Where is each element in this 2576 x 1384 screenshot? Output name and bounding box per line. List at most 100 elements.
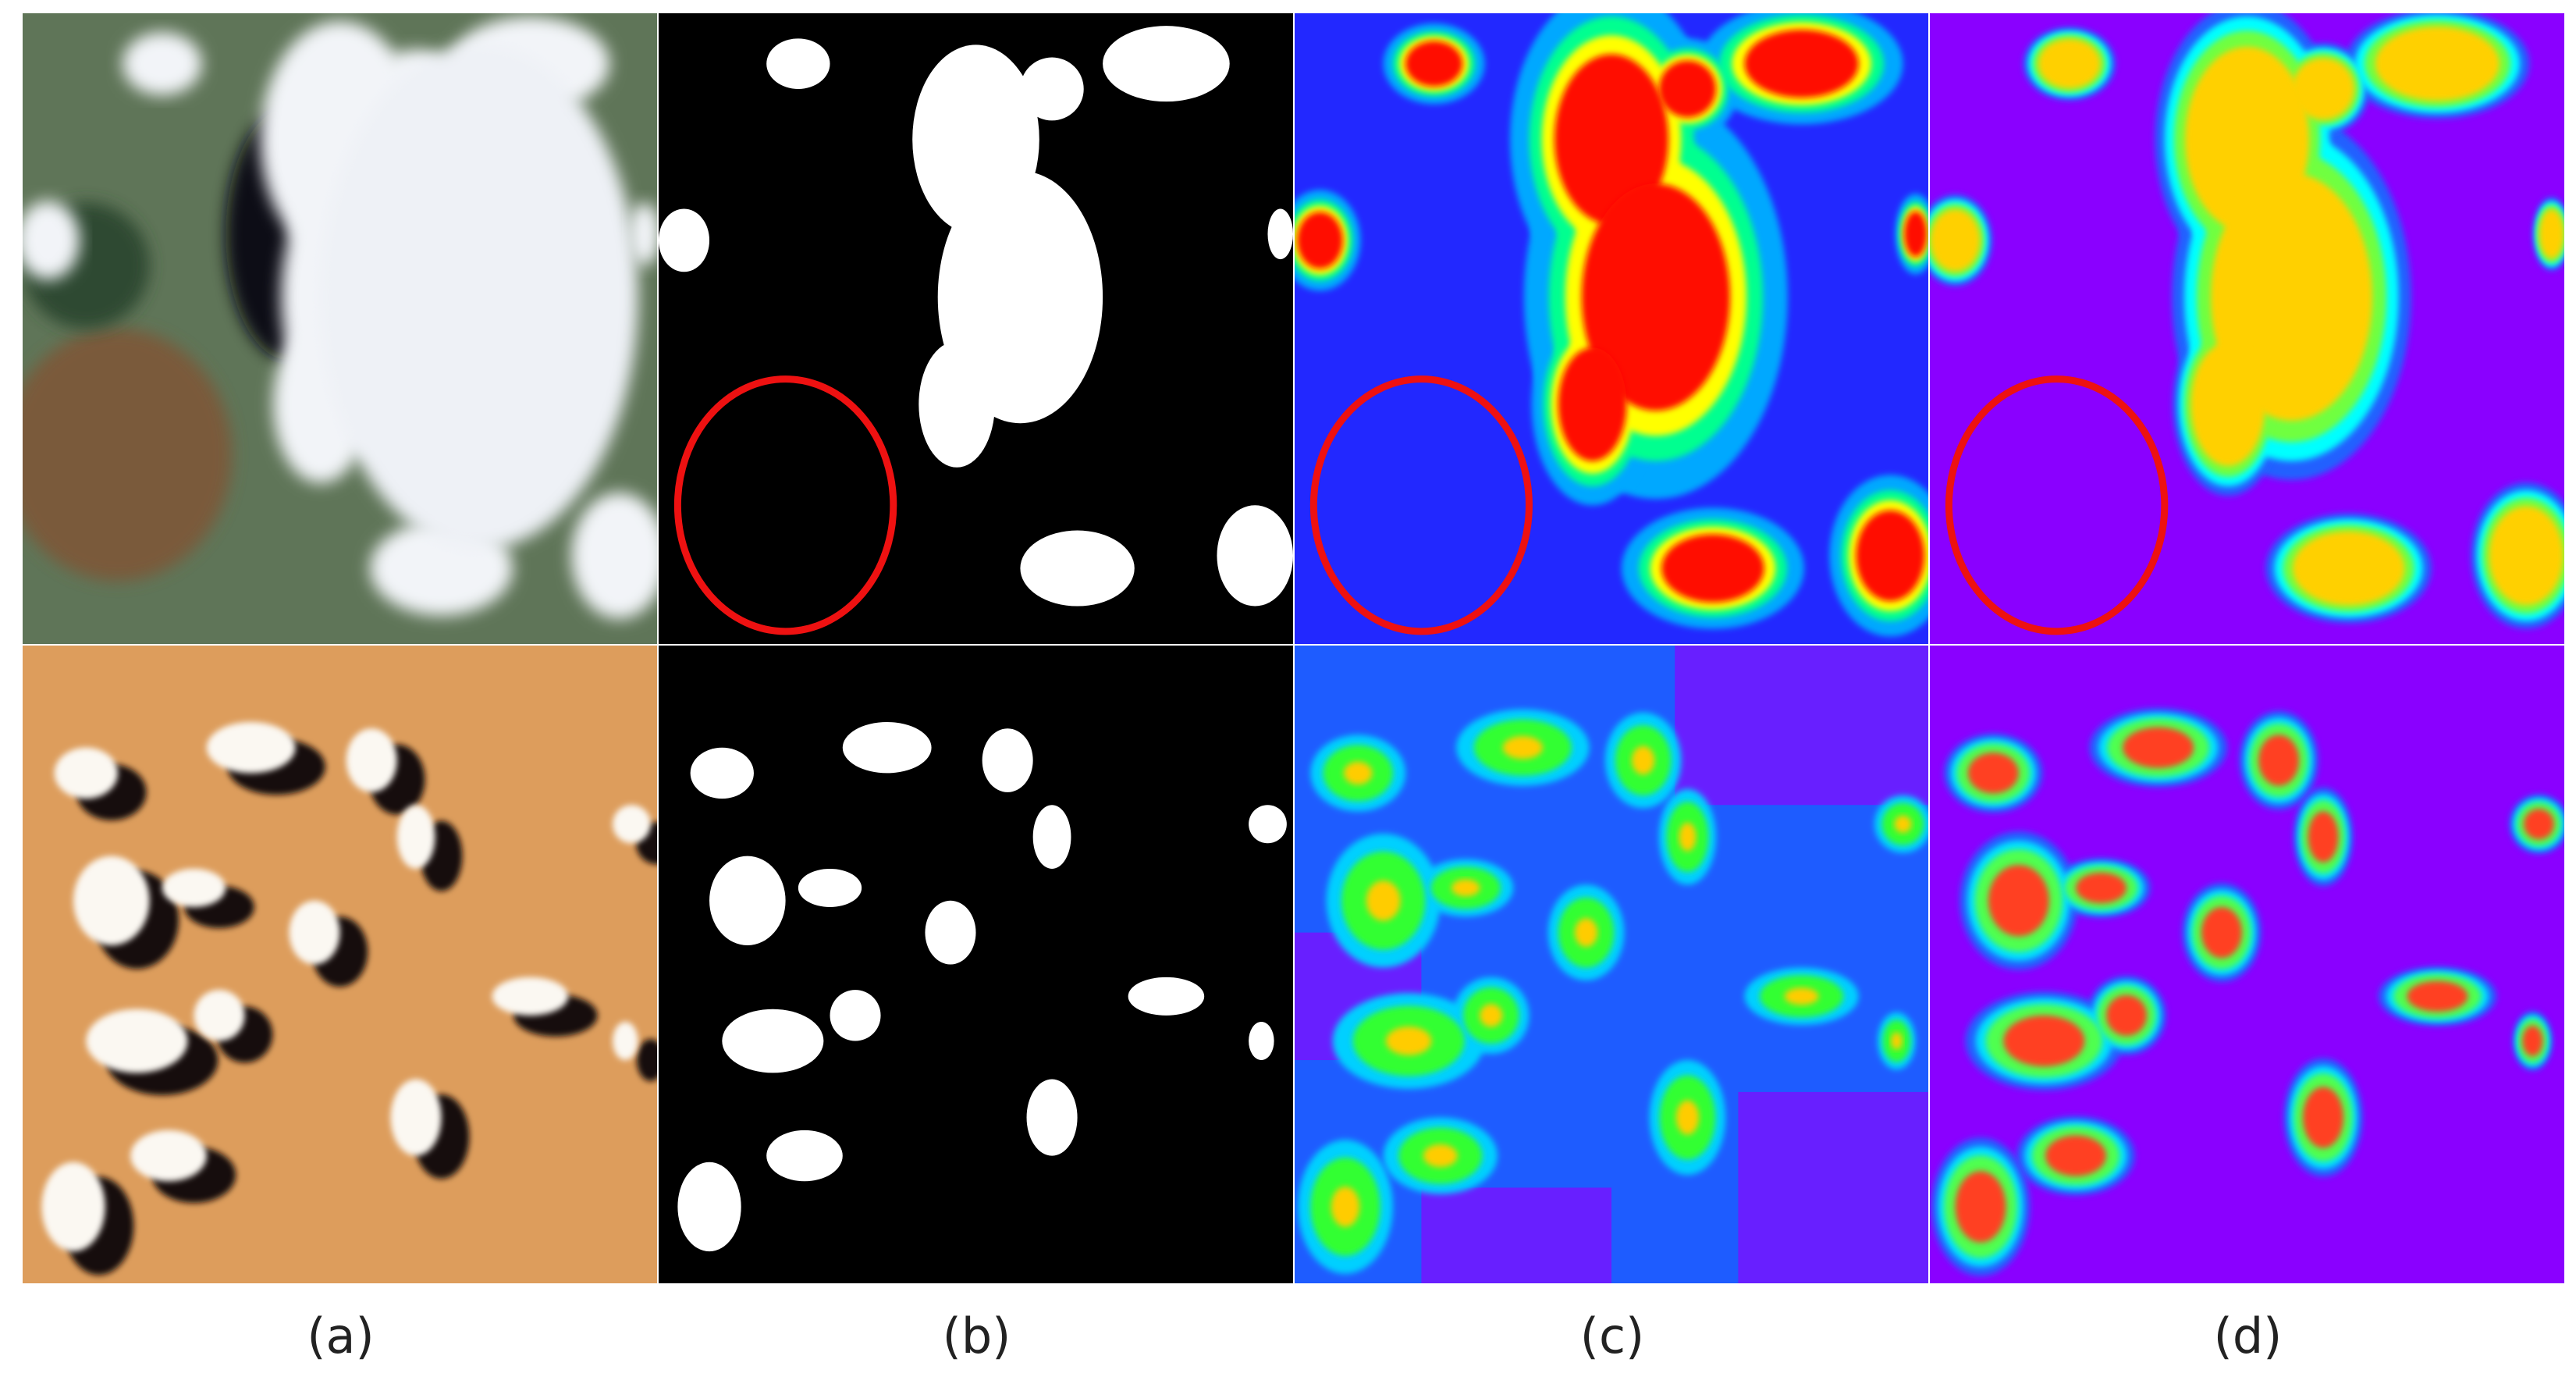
blob	[1679, 822, 1697, 852]
blob	[2375, 27, 2500, 101]
blob	[206, 722, 296, 774]
blob	[2201, 906, 2242, 959]
blob	[1955, 1171, 2006, 1243]
blob	[1103, 26, 1230, 102]
blob	[766, 1130, 843, 1182]
blob	[2106, 994, 2148, 1037]
blob	[1904, 211, 1928, 257]
tile	[1421, 1187, 1611, 1283]
blob	[1366, 881, 1401, 921]
blob	[2489, 506, 2564, 606]
blob	[2522, 1025, 2543, 1057]
blob	[1423, 1144, 1458, 1168]
blob	[1020, 57, 1084, 121]
blob	[1343, 761, 1373, 785]
image-panel	[659, 13, 1293, 644]
blob	[925, 900, 976, 965]
blob	[613, 805, 651, 844]
highlight-ellipse	[673, 375, 897, 635]
blob	[1574, 918, 1598, 948]
blob	[492, 977, 569, 1016]
blob	[194, 990, 245, 1041]
blob	[1331, 1187, 1360, 1227]
blob	[1297, 212, 1343, 269]
blob	[1744, 30, 1859, 98]
blob	[1658, 60, 1716, 118]
blob	[54, 747, 118, 799]
blob	[2258, 735, 2300, 786]
blob	[677, 1162, 741, 1252]
tile	[1738, 1091, 1928, 1283]
blob	[1502, 736, 1543, 760]
image-panel	[1930, 646, 2564, 1283]
blob	[2045, 1135, 2107, 1176]
blob	[690, 747, 754, 799]
blob	[571, 493, 657, 619]
image-panel	[1295, 646, 1928, 1283]
panel-label: (a)	[307, 1308, 374, 1364]
blob	[2075, 872, 2127, 904]
image-panel	[1930, 13, 2564, 644]
blob	[2523, 809, 2554, 840]
blob	[1581, 183, 1730, 411]
blob	[1451, 879, 1480, 897]
blob	[1891, 1032, 1903, 1050]
blob	[1631, 745, 1655, 775]
cloud	[321, 44, 638, 550]
image-panel	[23, 646, 657, 1283]
blob	[2123, 727, 2194, 768]
blob	[982, 728, 1033, 792]
blob	[396, 805, 435, 869]
blob	[722, 1009, 824, 1073]
blob	[1988, 865, 2049, 937]
blob	[1405, 41, 1463, 87]
blob	[1675, 1100, 1700, 1135]
blob	[830, 990, 881, 1041]
blob	[162, 868, 226, 907]
panel-label: (d)	[2214, 1308, 2283, 1364]
blob	[1026, 1079, 1078, 1156]
background	[659, 646, 1293, 1283]
blob	[766, 38, 830, 89]
blob	[1661, 534, 1764, 603]
blob	[636, 1039, 657, 1082]
blob	[2303, 1087, 2344, 1148]
image-panel	[659, 646, 1293, 1283]
blob	[1267, 208, 1293, 260]
panel-label: (b)	[943, 1308, 1011, 1364]
blob	[613, 1022, 638, 1061]
blob	[289, 900, 340, 965]
blob	[123, 32, 202, 96]
image-panel	[1295, 13, 1928, 644]
blob	[2308, 811, 2339, 863]
blob	[41, 1162, 105, 1252]
blob	[1032, 805, 1071, 869]
panel-label: (c)	[1580, 1308, 1644, 1364]
blob	[2292, 531, 2405, 606]
blob	[842, 722, 932, 774]
blob	[1385, 1026, 1432, 1055]
blob	[1558, 347, 1627, 461]
blob	[86, 1009, 188, 1073]
blob	[1894, 815, 1912, 833]
blob	[2038, 38, 2101, 89]
forest	[23, 329, 233, 582]
blob	[2539, 209, 2564, 259]
blob	[1967, 752, 2019, 794]
blob	[1249, 805, 1287, 844]
highlight-ellipse	[1309, 375, 1533, 635]
blob	[918, 341, 995, 468]
blob	[1856, 510, 1925, 602]
blob	[798, 868, 862, 907]
blob	[1249, 1022, 1274, 1061]
blob	[23, 201, 80, 280]
blob	[1217, 505, 1293, 607]
blob	[73, 856, 150, 945]
blob	[390, 1079, 442, 1156]
blob	[659, 208, 710, 272]
tile	[1675, 646, 1928, 806]
blob	[1480, 1004, 1503, 1027]
blob	[130, 1130, 207, 1182]
